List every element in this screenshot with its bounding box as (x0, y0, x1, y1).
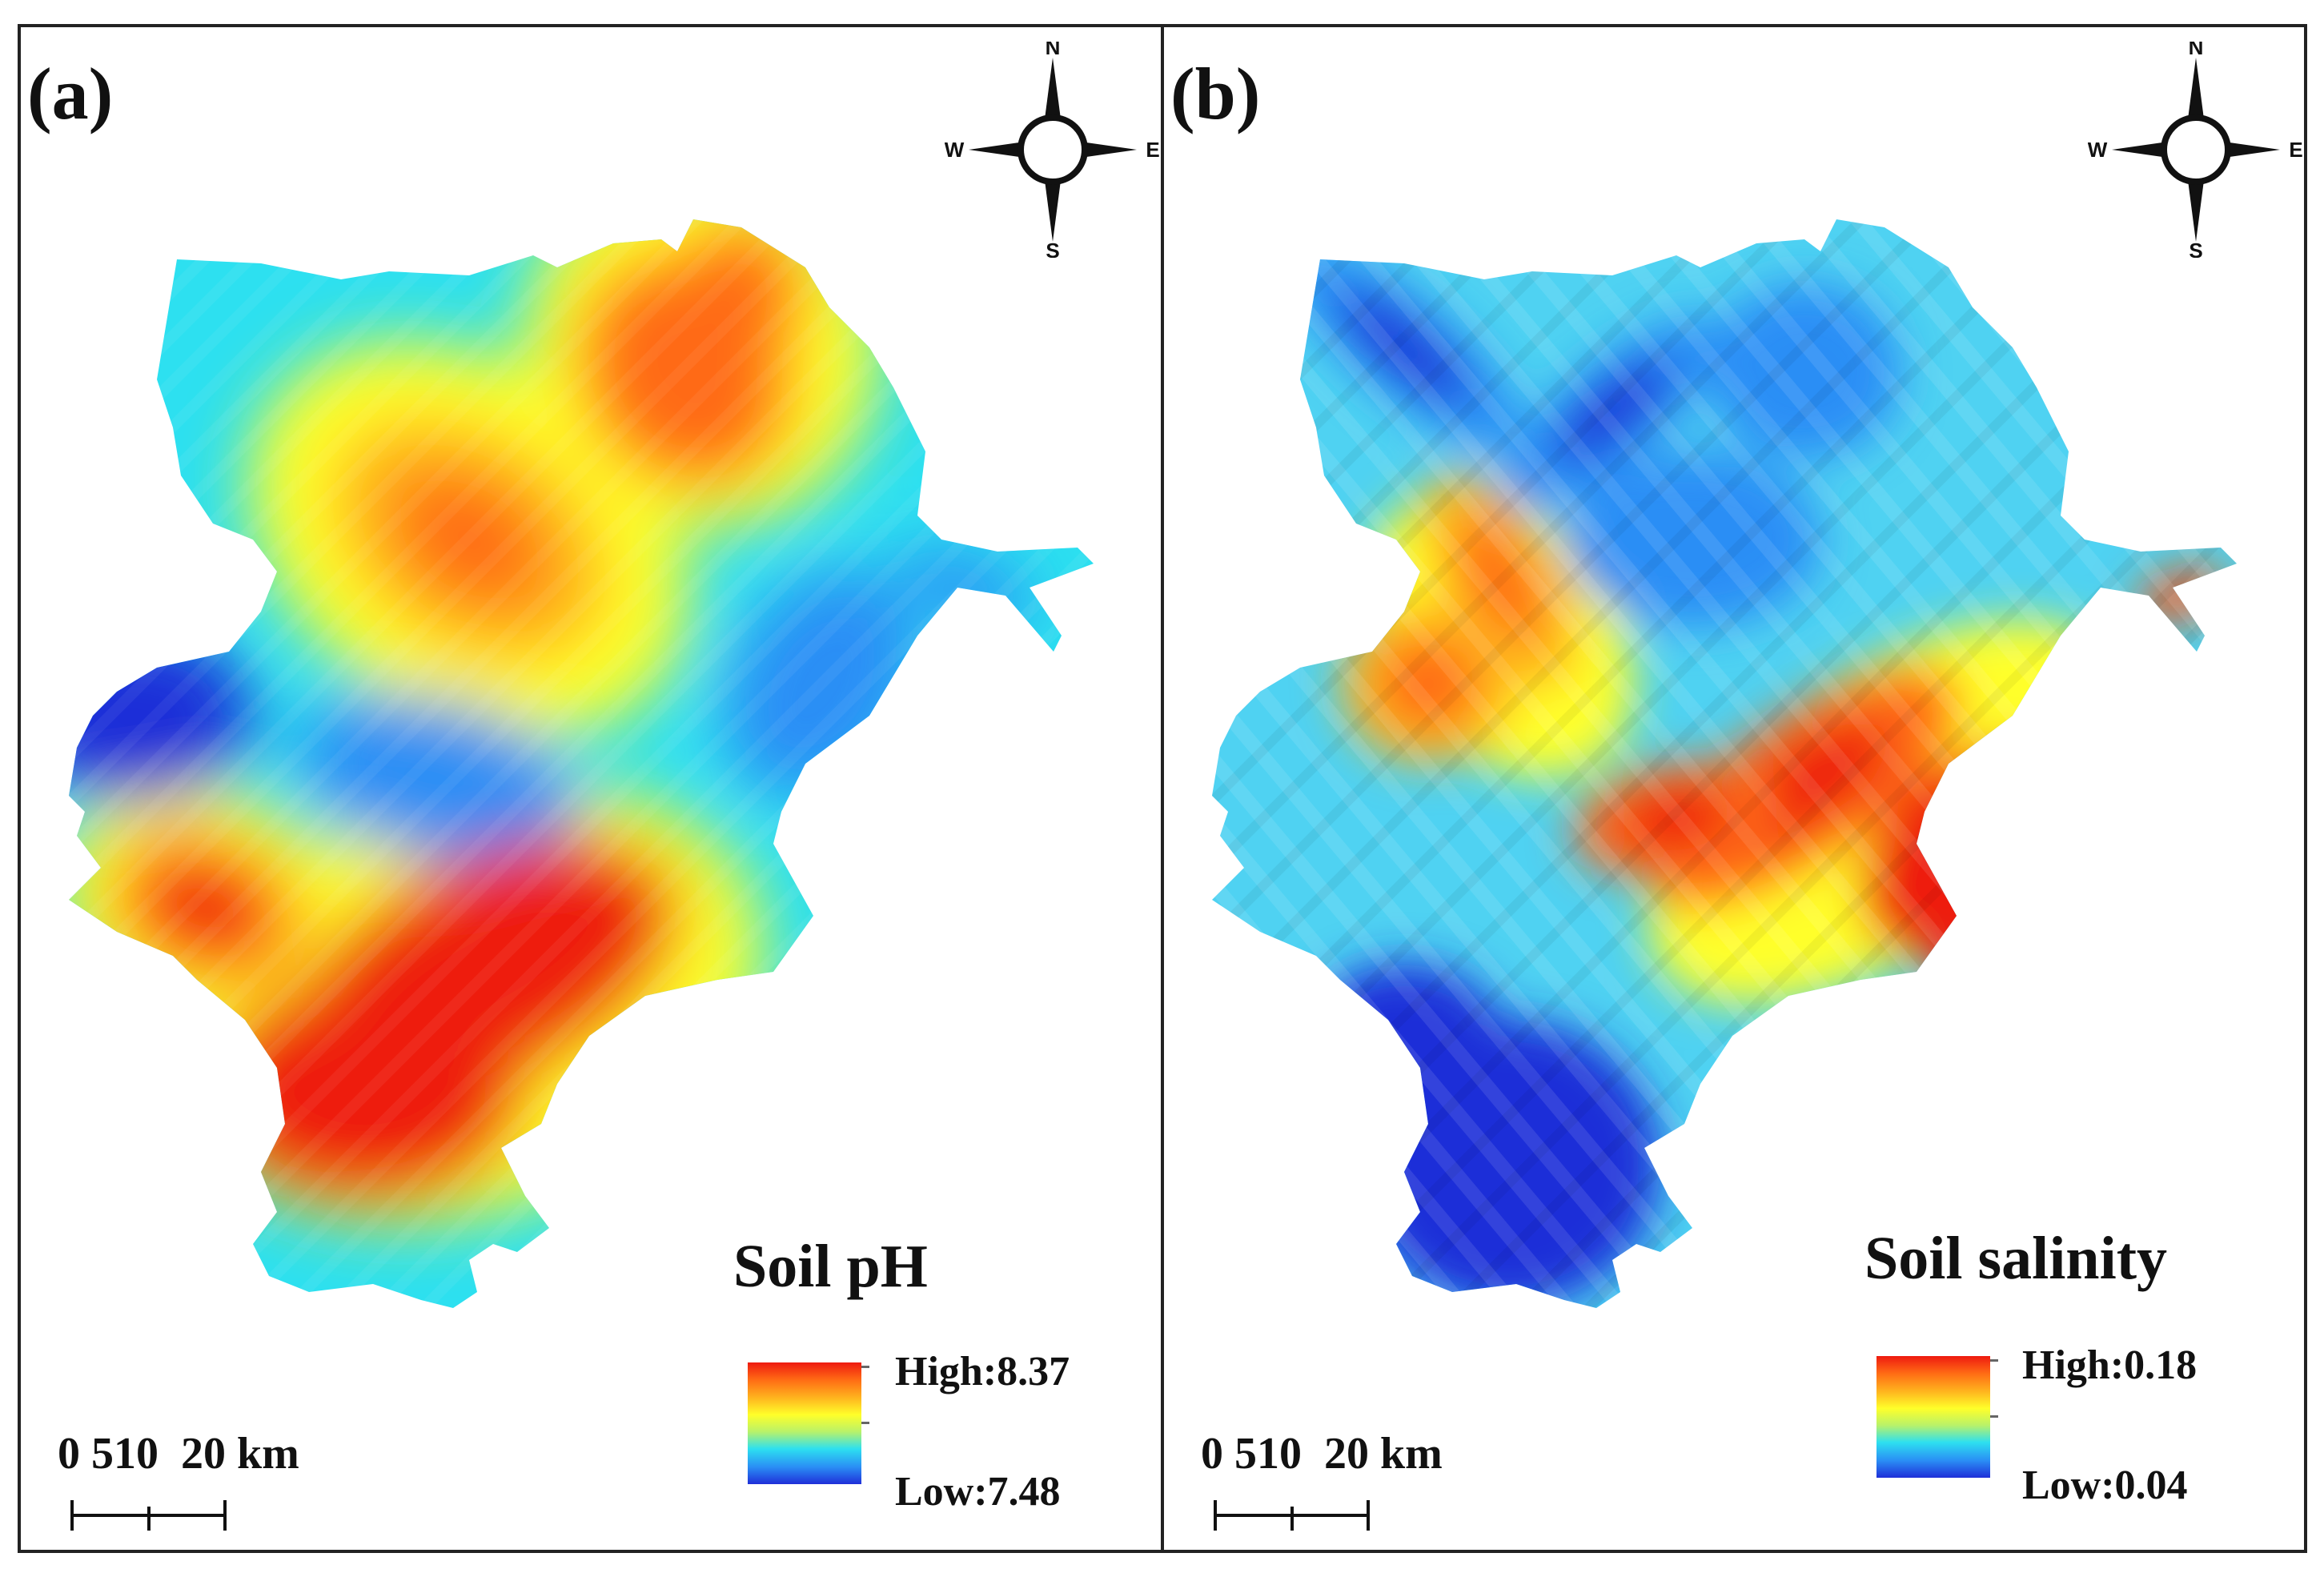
legend-low-label: Low:7.48 (895, 1469, 1061, 1515)
soil-ph-map (69, 219, 1094, 1308)
legend-tick-high (861, 1366, 869, 1368)
compass-rose-icon: N S W E (945, 35, 1161, 263)
legend-tick-high (1990, 1359, 1998, 1362)
compass-rose-icon: N S W E (2088, 35, 2304, 263)
compass-s: S (2189, 239, 2202, 258)
zone-southeast-coast-1 (1933, 924, 2061, 1004)
compass-n: N (1046, 42, 1061, 59)
map-panel-soil-ph: (a) N S W E Soil pH High:8.37 Low:7.48 0… (18, 24, 1164, 1553)
compass-e: E (2289, 138, 2302, 162)
scale-bar (70, 1499, 227, 1532)
map-panel-soil-salinity: (b) N S W E Soil salinity High:0.18 Low:… (1161, 24, 2307, 1553)
scale-bar-labels: 0 510 20 km (58, 1429, 299, 1479)
soil-salinity-map (1212, 219, 2237, 1308)
legend-color-ramp (1876, 1356, 1990, 1478)
compass-e: E (1146, 138, 1159, 162)
compass-s: S (1046, 239, 1059, 258)
legend-title: Soil salinity (1864, 1225, 2167, 1292)
zone-core-southeast-coast-1 (1961, 941, 2032, 986)
panel-label-a: (a) (27, 53, 114, 134)
legend-title: Soil pH (733, 1233, 928, 1300)
legend-high-label: High:0.18 (2022, 1342, 2198, 1388)
legend-high-label: High:8.37 (895, 1349, 1070, 1394)
legend-tick-mid (1990, 1415, 1998, 1418)
scale-bar (1214, 1499, 1370, 1532)
scale-bar-labels: 0 510 20 km (1201, 1429, 1443, 1479)
panel-label-b: (b) (1170, 53, 1261, 134)
legend-tick-mid (861, 1422, 869, 1424)
compass-n: N (2189, 42, 2204, 59)
legend-low-label: Low:0.04 (2022, 1463, 2188, 1508)
legend-color-ramp (748, 1362, 861, 1484)
compass-w: W (2088, 138, 2108, 162)
compass-w: W (945, 138, 965, 162)
